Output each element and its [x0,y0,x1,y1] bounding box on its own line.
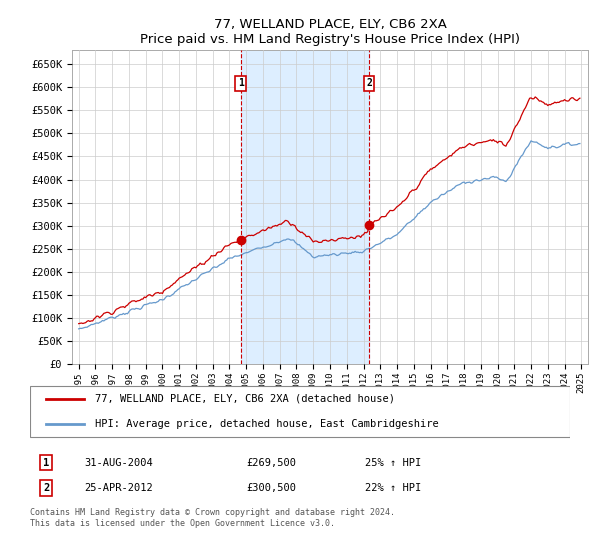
Text: 31-AUG-2004: 31-AUG-2004 [84,458,153,468]
FancyBboxPatch shape [30,386,570,437]
Text: 25-APR-2012: 25-APR-2012 [84,483,153,493]
Text: 2: 2 [366,78,372,88]
Text: 25% ↑ HPI: 25% ↑ HPI [365,458,421,468]
Text: Contains HM Land Registry data © Crown copyright and database right 2024.
This d: Contains HM Land Registry data © Crown c… [30,508,395,528]
Text: 1: 1 [238,78,244,88]
Bar [241,50,369,364]
Title: 77, WELLAND PLACE, ELY, CB6 2XA
Price paid vs. HM Land Registry's House Price In: 77, WELLAND PLACE, ELY, CB6 2XA Price pa… [140,18,520,46]
Text: 77, WELLAND PLACE, ELY, CB6 2XA (detached house): 77, WELLAND PLACE, ELY, CB6 2XA (detache… [95,394,395,404]
Text: £269,500: £269,500 [246,458,296,468]
Text: 1: 1 [43,458,49,468]
Text: 22% ↑ HPI: 22% ↑ HPI [365,483,421,493]
Text: 2: 2 [43,483,49,493]
Text: HPI: Average price, detached house, East Cambridgeshire: HPI: Average price, detached house, East… [95,419,439,430]
Text: £300,500: £300,500 [246,483,296,493]
